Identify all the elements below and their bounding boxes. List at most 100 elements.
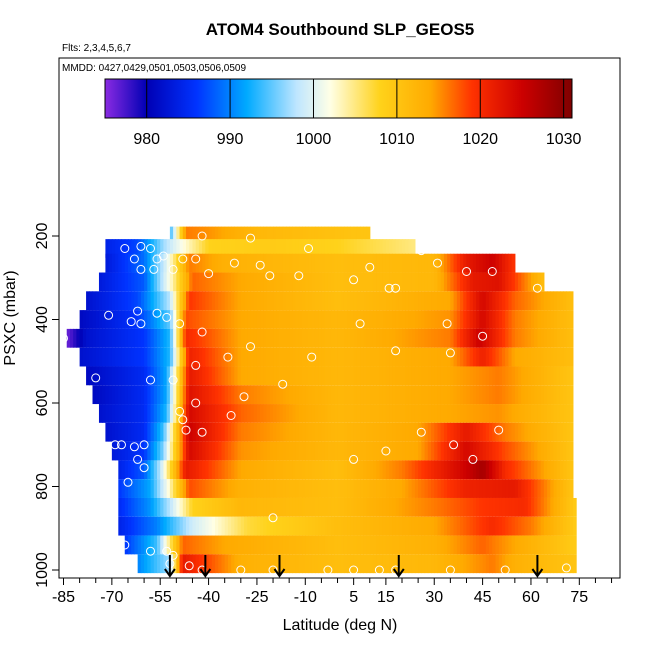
heatmap-cell (224, 535, 229, 555)
heatmap-cell (237, 516, 242, 536)
heatmap-cell (211, 366, 216, 386)
heatmap-cell (537, 310, 542, 329)
heatmap-cell (295, 479, 300, 498)
profile-row (79, 310, 574, 329)
sample-point (374, 565, 384, 575)
heatmap-cell (543, 441, 548, 461)
heatmap-cell (411, 535, 416, 555)
heatmap-cell (198, 328, 203, 348)
heatmap-cell (566, 366, 571, 386)
flights-label: Flts: 2,3,4,5,6,7 (62, 43, 131, 54)
heatmap-cell (237, 441, 242, 461)
heatmap-cell (569, 422, 574, 442)
heatmap-cell (237, 328, 242, 348)
heatmap-cell (395, 239, 400, 258)
heatmap-cell (553, 404, 558, 423)
heatmap-cell (256, 310, 261, 329)
sample-point (416, 427, 426, 437)
heatmap-cell (402, 422, 406, 442)
heatmap-cell (127, 516, 132, 536)
heatmap-cell (414, 310, 419, 329)
heatmap-cell (514, 366, 519, 386)
sample-point (462, 267, 471, 276)
heatmap-cell (547, 497, 551, 517)
heatmap-cell (331, 479, 335, 498)
heatmap-cell (379, 239, 384, 258)
heatmap-cell (469, 460, 474, 480)
heatmap-cell (553, 554, 558, 574)
heatmap-cell (211, 310, 216, 329)
heatmap-cell (337, 239, 342, 258)
heatmap-cell (308, 347, 313, 367)
heatmap-cell (240, 404, 245, 423)
heatmap-cell (198, 479, 203, 498)
sample-point (268, 565, 278, 575)
heatmap-cell (398, 554, 403, 574)
heatmap-cell (492, 291, 497, 311)
heatmap-cell (479, 460, 484, 480)
heatmap-cell (153, 404, 158, 423)
heatmap-cell (530, 460, 535, 480)
heatmap-cell (453, 310, 458, 329)
heatmap-cell (530, 310, 535, 329)
heatmap-cell (440, 460, 445, 480)
heatmap-cell (244, 272, 248, 292)
heatmap-cell (463, 347, 468, 367)
heatmap-cell (256, 291, 261, 311)
heatmap-cell (411, 460, 416, 480)
heatmap-cell (176, 272, 181, 292)
heatmap-cell (527, 404, 532, 423)
heatmap-cell (347, 366, 352, 386)
heatmap-cell (508, 422, 513, 442)
heatmap-cell (440, 253, 445, 273)
heatmap-cell (173, 239, 177, 258)
sample-point (184, 561, 194, 571)
heatmap-cell (505, 479, 509, 498)
heatmap-cell (118, 253, 123, 273)
heatmap-cell (566, 347, 571, 367)
heatmap-cell (124, 347, 129, 367)
heatmap-cell (350, 347, 355, 367)
heatmap-cell (266, 497, 271, 517)
heatmap-cell (195, 535, 200, 555)
heatmap-cell (521, 554, 526, 574)
heatmap-cell (360, 441, 364, 461)
turn-arrows (164, 555, 544, 578)
sample-point (255, 260, 265, 270)
heatmap-cell (227, 404, 232, 423)
heatmap-cell (173, 385, 177, 405)
heatmap-cell (434, 291, 439, 311)
heatmap-cell (231, 253, 235, 273)
heatmap-cell (385, 366, 390, 386)
heatmap-cell (440, 479, 445, 498)
heatmap-cell (198, 253, 203, 273)
heatmap-cell (443, 328, 448, 348)
heatmap-cell (253, 516, 258, 536)
heatmap-cell (276, 535, 281, 555)
heatmap-cell (276, 310, 281, 329)
x-tick-label: -40 (197, 589, 220, 606)
heatmap-cell (147, 554, 152, 574)
heatmap-cell (527, 291, 532, 311)
heatmap-cell (153, 385, 158, 405)
heatmap-cell (247, 253, 252, 273)
heatmap-cell (456, 479, 461, 498)
heatmap-cell (418, 366, 422, 386)
heatmap-cell (292, 347, 297, 367)
heatmap-cell (418, 554, 422, 574)
heatmap-cell (160, 404, 165, 423)
heatmap-cell (211, 497, 216, 517)
heatmap-cell (543, 385, 548, 405)
heatmap-cell (489, 441, 493, 461)
heatmap-cell (137, 479, 142, 498)
heatmap-cell (369, 422, 374, 442)
heatmap-cell (244, 554, 248, 574)
heatmap-cell (285, 310, 290, 329)
heatmap-cell (195, 366, 200, 386)
heatmap-cell (405, 366, 410, 386)
heatmap-cell (563, 385, 568, 405)
heatmap-cell (343, 239, 348, 258)
heatmap-cell (231, 310, 235, 329)
heatmap-cell (134, 516, 139, 536)
heatmap-cell (347, 385, 352, 405)
